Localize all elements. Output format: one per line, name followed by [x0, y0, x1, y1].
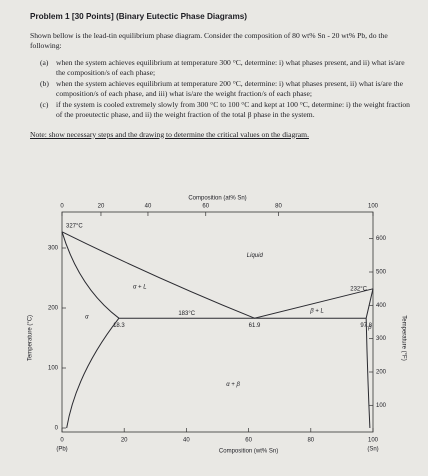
- sn-melting-label: 232°C: [350, 286, 367, 292]
- composition-label: 97.8: [360, 323, 372, 329]
- right-tick-label: 300: [376, 336, 387, 342]
- top-tick-label: 20: [98, 204, 105, 210]
- left-tick-label: 0: [55, 426, 59, 432]
- bottom-tick-label: 0: [60, 438, 64, 444]
- question-text: when the system achieves equilibrium at …: [56, 79, 403, 98]
- question-text: when the system achieves equilibrium at …: [56, 58, 405, 78]
- right-tick-label: 200: [376, 370, 387, 376]
- right-end-label: (Sn): [367, 447, 378, 453]
- left-tick-label: 300: [48, 246, 59, 252]
- intro: Shown bellow is the lead-tin equilibrium…: [30, 30, 388, 50]
- right-axis-title: Temperature (°F): [400, 315, 406, 360]
- region-label: β + L: [309, 309, 324, 315]
- note: Note: show necessary steps and the drawi…: [30, 129, 309, 139]
- plot-frame: [61, 211, 374, 433]
- alpha-solidus: [61, 231, 120, 319]
- question-label: (a): [40, 58, 49, 68]
- problem-title: Problem 1 [30 Points] (Binary Eutectic P…: [30, 12, 248, 21]
- question-list: (a) when the system achieves equilibrium …: [30, 58, 410, 119]
- region-label: Liquid: [247, 253, 264, 259]
- bottom-tick-label: 40: [183, 438, 190, 444]
- bottom-tick-label: 100: [368, 438, 379, 444]
- problem-text: Problem 1 [30 Points] (Binary Eutectic P…: [30, 12, 410, 139]
- right-tick-label: 400: [376, 303, 387, 309]
- phase-diagram: 0 20 40 60 80 100 Composition (at% Sn) 0 20 40 60 8…: [28, 196, 407, 455]
- question-label: (c): [40, 99, 49, 109]
- bottom-tick-label: 60: [245, 438, 252, 444]
- left-end-label: (Pb): [56, 447, 67, 453]
- question: (b) when the system achieves equilibrium …: [40, 79, 410, 99]
- composition-label: 18.3: [113, 323, 125, 329]
- beta-boundaries: [365, 288, 374, 429]
- bottom-tick-label: 80: [307, 438, 314, 444]
- right-tick-label: 100: [376, 403, 387, 409]
- pb-melting-label: 327°C: [66, 223, 83, 229]
- top-tick-label: 40: [145, 204, 152, 210]
- liquidus: [61, 231, 374, 319]
- right-tick-label: 500: [376, 270, 387, 276]
- region-label: α: [85, 315, 89, 321]
- region-label: α + β: [226, 382, 240, 388]
- composition-label: 61.9: [249, 323, 261, 329]
- question-label: (b): [40, 79, 49, 89]
- question: (c) if the system is cooled extremely slo…: [40, 100, 410, 120]
- left-tick-label: 100: [48, 366, 59, 372]
- eutectic-temp-label: 183°C: [178, 311, 195, 317]
- left-tick-label: 200: [48, 306, 59, 312]
- bottom-tick-label: 20: [121, 438, 128, 444]
- question: (a) when the system achieves equilibrium …: [40, 58, 410, 78]
- right-tick-label: 600: [376, 236, 387, 242]
- top-tick-label: 0: [60, 204, 64, 210]
- alpha-solvus: [66, 317, 120, 429]
- top-tick-label: 60: [202, 204, 209, 210]
- top-tick-label: 80: [275, 204, 282, 210]
- top-axis-title: Composition (at% Sn): [188, 196, 246, 202]
- question-text: if the system is cooled extremely slowly…: [56, 99, 410, 119]
- bottom-axis-title: Composition (wt% Sn): [219, 449, 278, 455]
- region-label: α + L: [133, 285, 147, 291]
- region-label: β: [367, 325, 372, 331]
- left-axis-title: Temperature (°C): [28, 315, 34, 361]
- top-tick-label: 100: [368, 204, 379, 210]
